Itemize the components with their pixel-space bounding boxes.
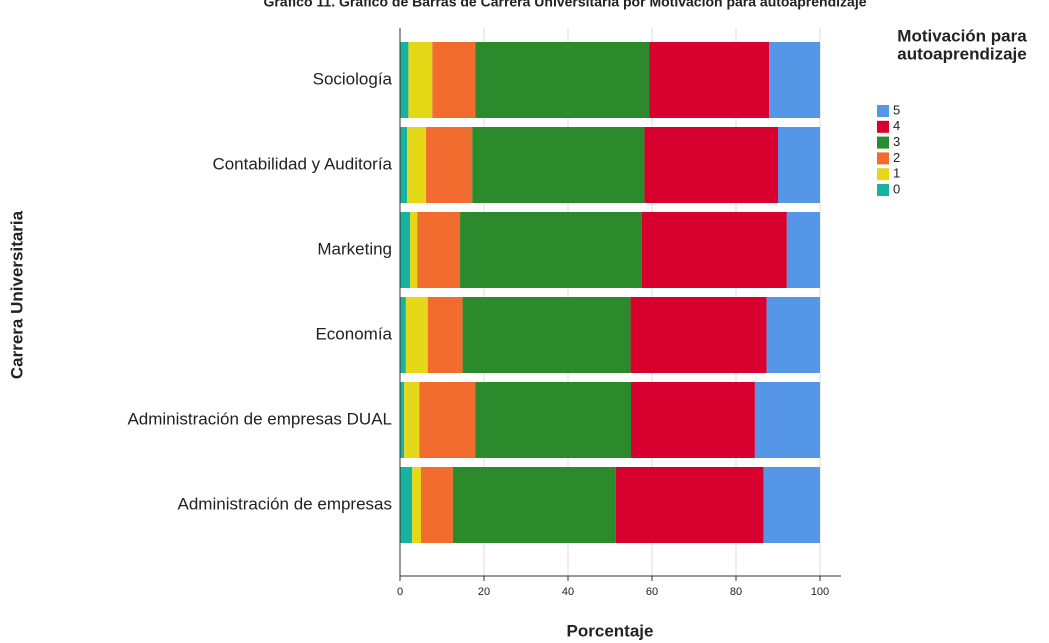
bar-segment — [410, 212, 418, 288]
bar-segment — [615, 467, 764, 543]
bar-segment — [400, 382, 405, 458]
bar-segment — [786, 212, 820, 288]
legend-swatch — [877, 120, 889, 133]
legend-swatch — [877, 136, 889, 149]
bar-segment — [408, 42, 433, 118]
y-tick-label: Sociología — [313, 69, 393, 88]
bar-segment — [400, 212, 411, 288]
x-tick-label: 20 — [478, 586, 490, 598]
bar-segment — [400, 127, 408, 203]
legend-swatch — [877, 168, 889, 181]
bar-segment — [400, 297, 406, 373]
bar-segment — [400, 467, 413, 543]
bar-segment — [649, 42, 770, 118]
y-tick-label: Contabilidad y Auditoría — [212, 154, 392, 173]
legend-swatch — [877, 184, 889, 196]
bar-segment — [404, 382, 420, 458]
legend-label: 3 — [893, 134, 900, 149]
y-tick-label: Administración de empresas — [178, 494, 392, 513]
x-axis-label: Porcentaje — [567, 621, 654, 640]
chart-title: Gráfico 11. Gráfico de Barras de Carrera… — [264, 0, 867, 10]
bar-segment — [460, 212, 642, 288]
bar-segment — [641, 212, 787, 288]
x-tick-label: 80 — [730, 586, 742, 598]
bar-segment — [630, 297, 767, 373]
bar-segment — [452, 467, 616, 543]
bar-segment — [763, 467, 820, 543]
bar-segment — [419, 382, 476, 458]
x-tick-label: 40 — [562, 586, 574, 598]
legend-swatch — [877, 105, 889, 117]
legend-title: Motivación para — [897, 26, 1027, 45]
bar-segment — [462, 297, 631, 373]
bar-segment — [778, 127, 820, 203]
bar-segment — [475, 382, 631, 458]
y-tick-label: Marketing — [317, 239, 392, 258]
legend-label: 0 — [893, 181, 900, 196]
legend-title: autoaprendizaje — [897, 44, 1026, 63]
bar-segment — [407, 127, 427, 203]
bar-segment — [475, 42, 650, 118]
y-axis-label: Carrera Universitaria — [7, 210, 26, 379]
bar-segment — [644, 127, 778, 203]
x-tick-label: 100 — [811, 586, 829, 598]
bar-segment — [426, 127, 473, 203]
legend-label: 1 — [893, 166, 900, 181]
legend-label: 4 — [893, 118, 900, 133]
bar-segment — [631, 382, 755, 458]
bar-segment — [417, 212, 461, 288]
x-tick-label: 0 — [397, 586, 403, 598]
legend-swatch — [877, 152, 889, 165]
bar-segment — [421, 467, 453, 543]
bar-segment — [769, 42, 820, 118]
bar-segment — [766, 297, 820, 373]
x-tick-label: 60 — [646, 586, 658, 598]
y-tick-label: Economía — [315, 324, 392, 343]
bar-segment — [400, 42, 409, 118]
bar-segment — [405, 297, 428, 373]
bar-segment — [432, 42, 476, 118]
y-tick-label: Administración de empresas DUAL — [127, 409, 392, 428]
bar-segment — [472, 127, 645, 203]
legend-label: 5 — [893, 102, 900, 117]
bar-segment — [754, 382, 820, 458]
legend-label: 2 — [893, 150, 900, 165]
bar-segment — [427, 297, 463, 373]
bar-segment — [412, 467, 421, 543]
